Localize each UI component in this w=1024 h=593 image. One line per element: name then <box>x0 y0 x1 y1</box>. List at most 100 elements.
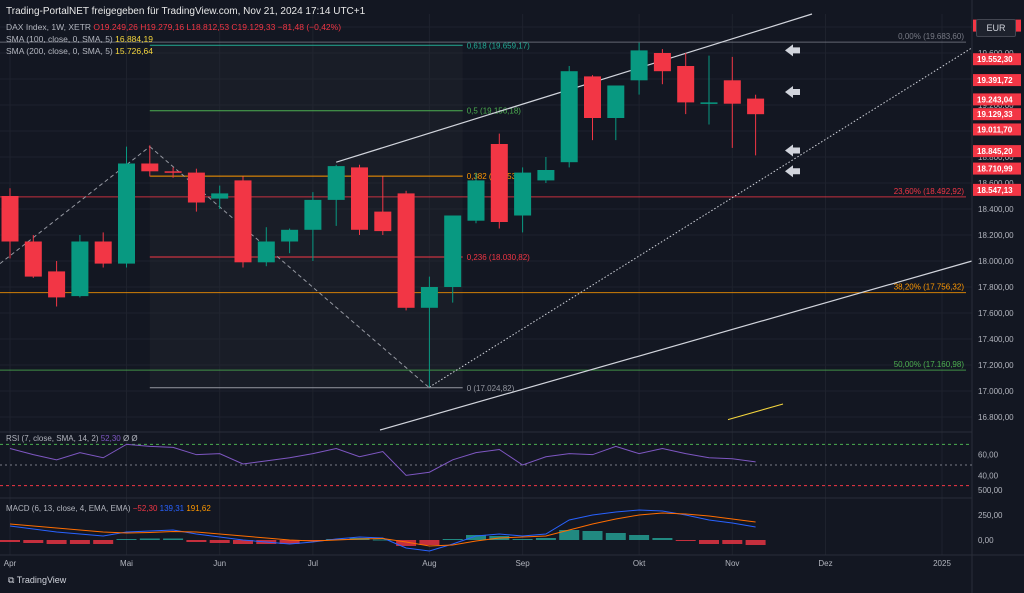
macd-histogram-bar <box>186 540 207 542</box>
annotation-arrows <box>785 44 800 178</box>
macd-signal-value: 139,31 <box>160 504 187 513</box>
fib-extension-label: 38,20% (17.756,32) <box>894 283 965 292</box>
channel-lower-line <box>379 260 973 431</box>
time-tick-label: Jun <box>213 559 226 568</box>
candle-body <box>304 199 322 230</box>
fib-retracement-label: 0,5 (19.156,18) <box>467 107 522 116</box>
candle-body <box>374 211 392 232</box>
macd-histogram-bar <box>559 530 580 540</box>
macd-line <box>9 509 756 552</box>
time-tick-label: Nov <box>725 559 739 568</box>
macd-hist-value: 191,62 <box>186 504 211 513</box>
macd-histogram-bar <box>512 539 533 540</box>
price-label-text: 19.129,33 <box>977 110 1013 119</box>
macd-histogram-bar <box>46 540 67 544</box>
macd-histogram-bar <box>396 540 417 546</box>
candle-body <box>584 76 601 118</box>
macd-histogram-bar <box>722 540 743 544</box>
macd-histogram-bar <box>23 540 44 543</box>
macd-tick-label: 250,00 <box>978 511 1003 520</box>
candle-body <box>141 163 159 172</box>
candle-body <box>234 180 252 263</box>
swing-line <box>149 146 430 389</box>
candle-body <box>467 180 485 221</box>
arrow-left-icon <box>785 165 800 178</box>
price-label-box <box>973 93 1021 106</box>
price-tick-label: 19.200,00 <box>978 101 1014 110</box>
price-label-box <box>973 108 1021 121</box>
candle-body <box>327 166 345 200</box>
sma100-value: 16.884,19 <box>115 34 153 44</box>
macd-histogram-bar <box>652 538 673 540</box>
macd-histogram-bar <box>419 540 440 545</box>
macd-histogram-bar <box>442 539 463 540</box>
price-tick-label: 17.000,00 <box>978 387 1014 396</box>
rsi-tick-label: 40,00 <box>978 471 999 480</box>
price-tick-label: 17.200,00 <box>978 361 1014 370</box>
macd-histogram-bar <box>116 539 137 540</box>
price-label-box <box>973 74 1021 87</box>
candle-body <box>420 287 438 308</box>
fib-retracement-label: 0,236 (18.030,82) <box>467 253 530 262</box>
rsi-value: 52,30 <box>101 434 123 443</box>
sma200-value: 15.726,64 <box>115 46 153 56</box>
price-label-box <box>973 162 1021 175</box>
fib-extension-label: 50,00% (17.160,98) <box>894 360 965 369</box>
time-tick-label: Aug <box>422 559 436 568</box>
macd-histogram-bar <box>745 540 766 545</box>
price-axis-bg <box>972 0 1024 593</box>
price-label-box <box>973 123 1021 136</box>
sma200-legend[interactable]: SMA (200, close, 0, SMA, 5) 15.726,64 <box>6 46 153 56</box>
time-tick-label: Okt <box>633 559 646 568</box>
arrow-left-icon <box>785 44 800 57</box>
candle-body <box>1 196 19 242</box>
price-tick-label: 17.800,00 <box>978 283 1014 292</box>
macd-histogram-bar <box>675 540 696 541</box>
macd-histogram-bar <box>629 535 650 540</box>
macd-histogram-bar <box>535 538 556 540</box>
candle-body <box>537 170 555 181</box>
arrow-left-icon <box>785 144 800 157</box>
candle-body <box>351 167 368 230</box>
candle-body <box>560 71 578 163</box>
macd-tick-label: 500,00 <box>978 486 1003 495</box>
brand-name: TradingView <box>16 575 67 585</box>
time-tick-label: Apr <box>4 559 17 568</box>
ohlc-values: O19.249,26 H19.279,16 L18.812,53 C19.129… <box>93 22 342 32</box>
fib-extension-label: 0,00% (19.683,60) <box>898 32 964 41</box>
macd-histogram-bar <box>209 540 230 543</box>
currency-button[interactable]: EUR <box>976 19 1016 37</box>
macd-histogram-bar <box>279 540 300 544</box>
time-tick-label: Mai <box>120 559 133 568</box>
candle-body <box>211 193 229 199</box>
price-tick-label: 17.400,00 <box>978 335 1014 344</box>
macd-signal-line <box>9 512 756 547</box>
price-label-text: 19.011,70 <box>977 125 1013 134</box>
candle-body <box>700 102 718 104</box>
candle-body <box>747 98 765 115</box>
tradingview-logo[interactable]: ⧉ TradingView <box>8 575 66 586</box>
time-tick-label: Sep <box>515 559 530 568</box>
macd-histogram-bar <box>93 540 114 544</box>
price-label-text: 19.243,04 <box>977 95 1013 104</box>
price-tick-label: 18.800,00 <box>978 153 1014 162</box>
sma200-label: SMA (200, close, 0, SMA, 5) <box>6 46 113 56</box>
macd-tick-label: 0,00 <box>978 536 994 545</box>
macd-value: −52,30 <box>133 504 160 513</box>
price-label-text: 19.391,72 <box>977 76 1013 85</box>
price-tick-label: 18.600,00 <box>978 179 1014 188</box>
price-label-text: 18.710,99 <box>977 165 1013 174</box>
rsi-legend: RSI (7, close, SMA, 14, 2) 52,30 Ø Ø <box>6 434 138 443</box>
sma100-legend[interactable]: SMA (100, close, 0, SMA, 5) 16.884,19 <box>6 34 153 44</box>
time-tick-label: Dez <box>818 559 832 568</box>
price-tick-label: 18.400,00 <box>978 205 1014 214</box>
fib-retracement-label: 0 (17.024,82) <box>467 384 515 393</box>
candle-body <box>677 66 695 103</box>
price-label-text: 19.552,30 <box>977 55 1013 64</box>
candle-body <box>48 271 66 298</box>
symbol-name: DAX Index, 1W, XETR <box>6 22 92 32</box>
symbol-legend[interactable]: DAX Index, 1W, XETR O19.249,26 H19.279,1… <box>6 22 341 32</box>
fib-retracement-label: 0,618 (19.659,17) <box>467 41 530 50</box>
tv-icon: ⧉ <box>8 575 17 585</box>
